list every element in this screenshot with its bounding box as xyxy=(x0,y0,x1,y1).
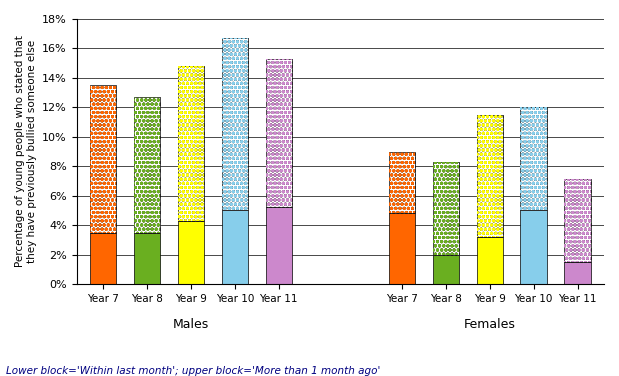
Bar xyxy=(521,107,547,211)
Bar xyxy=(565,179,591,262)
Bar xyxy=(266,59,292,208)
Bar xyxy=(90,232,116,284)
Bar xyxy=(134,97,160,232)
Y-axis label: Percentage of young people who stated that
they have previously bullied someone : Percentage of young people who stated th… xyxy=(15,36,37,267)
Bar xyxy=(222,38,248,211)
Bar xyxy=(266,59,292,208)
Text: Females: Females xyxy=(464,318,516,332)
Bar xyxy=(90,85,116,232)
Bar xyxy=(266,208,292,284)
Bar xyxy=(521,107,547,211)
Bar xyxy=(134,232,160,284)
Bar xyxy=(134,97,160,232)
Bar xyxy=(477,115,503,237)
Text: Males: Males xyxy=(173,318,209,332)
Bar xyxy=(565,179,591,262)
Bar xyxy=(565,262,591,284)
Bar xyxy=(477,115,503,237)
Bar xyxy=(178,221,204,284)
Text: Lower block='Within last month'; upper block='More than 1 month ago': Lower block='Within last month'; upper b… xyxy=(6,366,381,376)
Bar xyxy=(90,85,116,232)
Bar xyxy=(433,162,459,255)
Bar xyxy=(222,211,248,284)
Bar xyxy=(222,38,248,211)
Bar xyxy=(433,162,459,255)
Bar xyxy=(477,237,503,284)
Bar xyxy=(521,211,547,284)
Bar xyxy=(389,152,415,213)
Bar xyxy=(178,66,204,221)
Bar xyxy=(389,213,415,284)
Bar xyxy=(389,152,415,213)
Bar xyxy=(178,66,204,221)
Bar xyxy=(433,255,459,284)
